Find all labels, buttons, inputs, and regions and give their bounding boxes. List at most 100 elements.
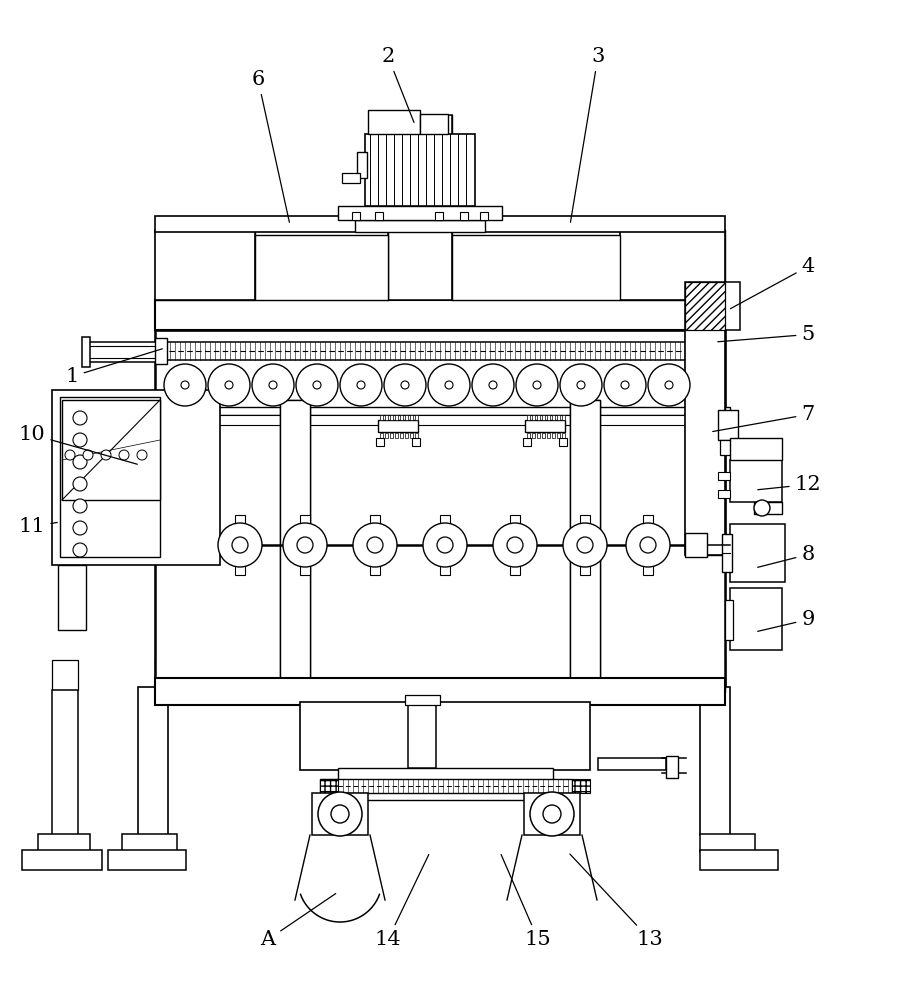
Bar [200, 407, 730, 415]
Text: 5: 5 [718, 325, 814, 344]
Bar [527, 415, 530, 420]
Bar [122, 834, 177, 852]
Bar [385, 415, 388, 420]
Circle shape [218, 523, 262, 567]
Circle shape [626, 523, 670, 567]
Circle shape [577, 537, 593, 553]
Text: 7: 7 [713, 405, 814, 432]
Bar [537, 415, 540, 420]
Text: 12: 12 [757, 475, 822, 494]
Circle shape [472, 364, 514, 406]
Bar [552, 415, 555, 420]
Bar [405, 415, 408, 420]
Bar [557, 415, 560, 420]
Bar [155, 338, 167, 364]
Bar [527, 433, 530, 438]
Bar [378, 420, 418, 432]
Circle shape [252, 364, 294, 406]
Circle shape [665, 381, 673, 389]
Circle shape [181, 381, 189, 389]
Text: 6: 6 [252, 70, 290, 222]
Polygon shape [280, 400, 310, 690]
Bar [643, 515, 653, 531]
Bar [532, 415, 535, 420]
Circle shape [401, 381, 409, 389]
Polygon shape [572, 779, 590, 793]
Bar [412, 438, 420, 446]
Text: 1: 1 [65, 349, 162, 386]
Bar [700, 834, 755, 852]
Bar [370, 515, 380, 531]
Bar [357, 152, 367, 178]
Bar [52, 690, 78, 835]
Bar [730, 460, 782, 502]
Bar [415, 415, 418, 420]
Circle shape [353, 523, 397, 567]
Bar [542, 415, 545, 420]
Bar [155, 300, 725, 330]
Bar [52, 660, 78, 690]
Bar [155, 678, 725, 705]
Bar [547, 415, 550, 420]
Bar [562, 415, 565, 420]
Polygon shape [155, 678, 725, 692]
Bar [385, 433, 388, 438]
Polygon shape [685, 330, 725, 555]
Bar [82, 337, 90, 367]
Bar [388, 115, 452, 300]
Circle shape [648, 364, 690, 406]
Bar [620, 230, 725, 300]
Bar [510, 559, 520, 575]
Circle shape [297, 537, 313, 553]
Circle shape [754, 500, 770, 516]
Bar [355, 220, 485, 232]
Bar [440, 515, 450, 531]
Circle shape [73, 521, 87, 535]
Bar [524, 793, 580, 835]
Circle shape [119, 450, 129, 460]
Circle shape [73, 433, 87, 447]
Bar [200, 415, 730, 425]
Bar [410, 433, 413, 438]
Text: 3: 3 [570, 47, 605, 222]
Circle shape [340, 364, 382, 406]
Bar [338, 768, 553, 800]
Circle shape [101, 450, 111, 460]
Bar [320, 779, 572, 793]
Bar [395, 415, 398, 420]
Text: 14: 14 [375, 855, 429, 949]
Circle shape [437, 537, 453, 553]
Circle shape [530, 792, 574, 836]
Polygon shape [155, 330, 195, 690]
Bar [300, 515, 310, 531]
Text: 10: 10 [19, 425, 138, 464]
Circle shape [331, 805, 349, 823]
Circle shape [137, 450, 147, 460]
Circle shape [428, 364, 470, 406]
Bar [312, 793, 368, 835]
Circle shape [283, 523, 327, 567]
Bar [730, 438, 782, 460]
Bar [352, 212, 360, 220]
Polygon shape [620, 230, 725, 300]
Bar [559, 438, 567, 446]
Bar [542, 433, 545, 438]
Circle shape [73, 455, 87, 469]
Text: 2: 2 [381, 47, 414, 122]
Bar [570, 400, 600, 690]
Polygon shape [155, 230, 255, 300]
Text: A: A [261, 894, 336, 949]
Bar [754, 502, 782, 514]
Bar [405, 695, 440, 705]
Circle shape [577, 381, 585, 389]
Bar [557, 433, 560, 438]
Bar [138, 687, 168, 835]
Bar [480, 212, 488, 220]
Bar [160, 533, 180, 557]
Circle shape [493, 523, 537, 567]
Bar [52, 390, 220, 565]
Bar [365, 134, 475, 206]
Bar [380, 415, 383, 420]
Bar [108, 850, 186, 870]
Bar [700, 850, 778, 870]
